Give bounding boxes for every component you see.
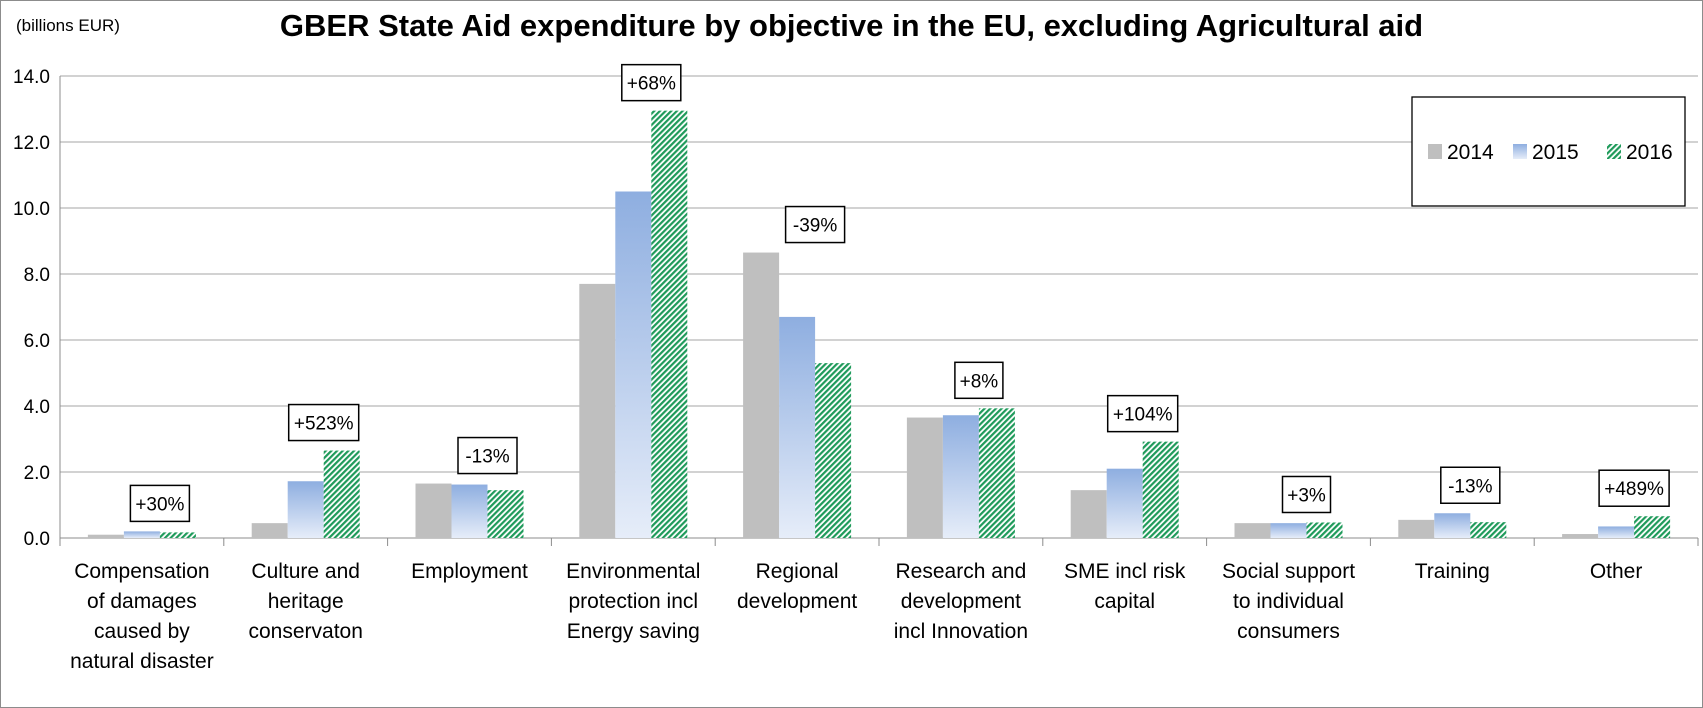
- change-label-box: [1281, 475, 1332, 514]
- bar-2016: [1634, 516, 1671, 538]
- y-tick-label: 2.0: [24, 463, 50, 484]
- x-category-label: Research and development incl Innovation: [894, 560, 1028, 643]
- change-label: +104%: [1113, 405, 1173, 426]
- bar-2015: [1270, 523, 1307, 538]
- x-category-label: Environmental protection incl Energy savin…: [566, 560, 700, 643]
- y-tick-label: 12.0: [13, 133, 50, 154]
- y-tick-label: 10.0: [13, 199, 50, 220]
- y-tick-label: 4.0: [24, 397, 50, 418]
- legend-label-2015: 2015: [1532, 141, 1579, 164]
- x-category-label: Training: [1415, 560, 1490, 583]
- change-label: +68%: [627, 74, 676, 95]
- bar-2014: [906, 417, 943, 538]
- y-tick-label: 0.0: [24, 529, 50, 550]
- change-label-box: [621, 63, 682, 102]
- bar-2015: [942, 415, 979, 538]
- x-category-label: Social support to individual consumers: [1222, 560, 1355, 643]
- legend-label-2014: 2014: [1447, 141, 1494, 164]
- bar-2014: [1562, 534, 1599, 538]
- bar-2014: [1070, 490, 1107, 538]
- change-label: +523%: [294, 414, 354, 435]
- y-tick-label: 8.0: [24, 265, 50, 286]
- bar-2016: [978, 408, 1015, 538]
- legend-label-2016: 2016: [1626, 141, 1673, 164]
- bar-2016: [323, 450, 360, 538]
- x-category-label: Regional development: [737, 560, 857, 613]
- bar-2015: [287, 481, 324, 538]
- bar-2015: [451, 484, 488, 538]
- legend-swatch-2015: [1513, 144, 1527, 159]
- x-category-label: Employment: [411, 560, 528, 583]
- bar-2016: [1470, 522, 1507, 538]
- bar-2016: [1142, 441, 1179, 538]
- bar-2014: [743, 252, 780, 539]
- bar-2016: [1306, 522, 1343, 538]
- change-label: -13%: [1448, 476, 1492, 497]
- change-label-box: [457, 436, 518, 475]
- change-label-box: [954, 361, 1004, 400]
- change-label: +30%: [135, 494, 184, 515]
- bar-2015: [615, 191, 652, 538]
- y-tick-label: 14.0: [13, 67, 50, 88]
- change-label: -39%: [793, 216, 837, 237]
- x-category-label: SME incl risk capital: [1064, 560, 1186, 613]
- bar-2014: [87, 534, 124, 538]
- bar-2016: [487, 490, 524, 538]
- units-label: (billions EUR): [16, 16, 120, 35]
- y-tick-label: 6.0: [24, 331, 50, 352]
- x-category-label: Culture and heritage conservaton: [248, 560, 362, 643]
- change-label-box: [784, 205, 846, 244]
- change-label: +3%: [1287, 485, 1326, 506]
- change-label-box: [287, 403, 360, 442]
- bar-2014: [1398, 519, 1435, 538]
- change-label: -13%: [465, 447, 509, 468]
- bar-2016: [815, 363, 852, 538]
- bar-2014: [251, 523, 288, 538]
- legend-swatch-2016: [1607, 144, 1621, 159]
- bar-2015: [1106, 468, 1143, 538]
- x-category-label: Other: [1590, 560, 1643, 583]
- bar-2014: [1234, 523, 1271, 538]
- bar-2015: [779, 316, 816, 538]
- bar-2014: [415, 483, 452, 538]
- bar-2014: [579, 283, 616, 538]
- bar-2016: [651, 110, 688, 539]
- change-label-box: [1440, 466, 1501, 504]
- bar-2015: [1434, 513, 1471, 538]
- change-label: +8%: [960, 371, 999, 392]
- legend-swatch-2014: [1428, 144, 1442, 159]
- change-label-box: [1598, 469, 1670, 507]
- bar-2015: [1598, 526, 1635, 538]
- change-label-box: [129, 484, 191, 523]
- bar-2015: [123, 531, 160, 538]
- legend-box: [1411, 96, 1686, 207]
- bar-2016: [159, 532, 196, 538]
- x-category-label: Compensation of damages caused by natural d…: [70, 560, 214, 673]
- chart-title: GBER State Aid expenditure by objective …: [279, 8, 1424, 43]
- change-label: +489%: [1604, 479, 1664, 500]
- change-label-box: [1106, 394, 1179, 433]
